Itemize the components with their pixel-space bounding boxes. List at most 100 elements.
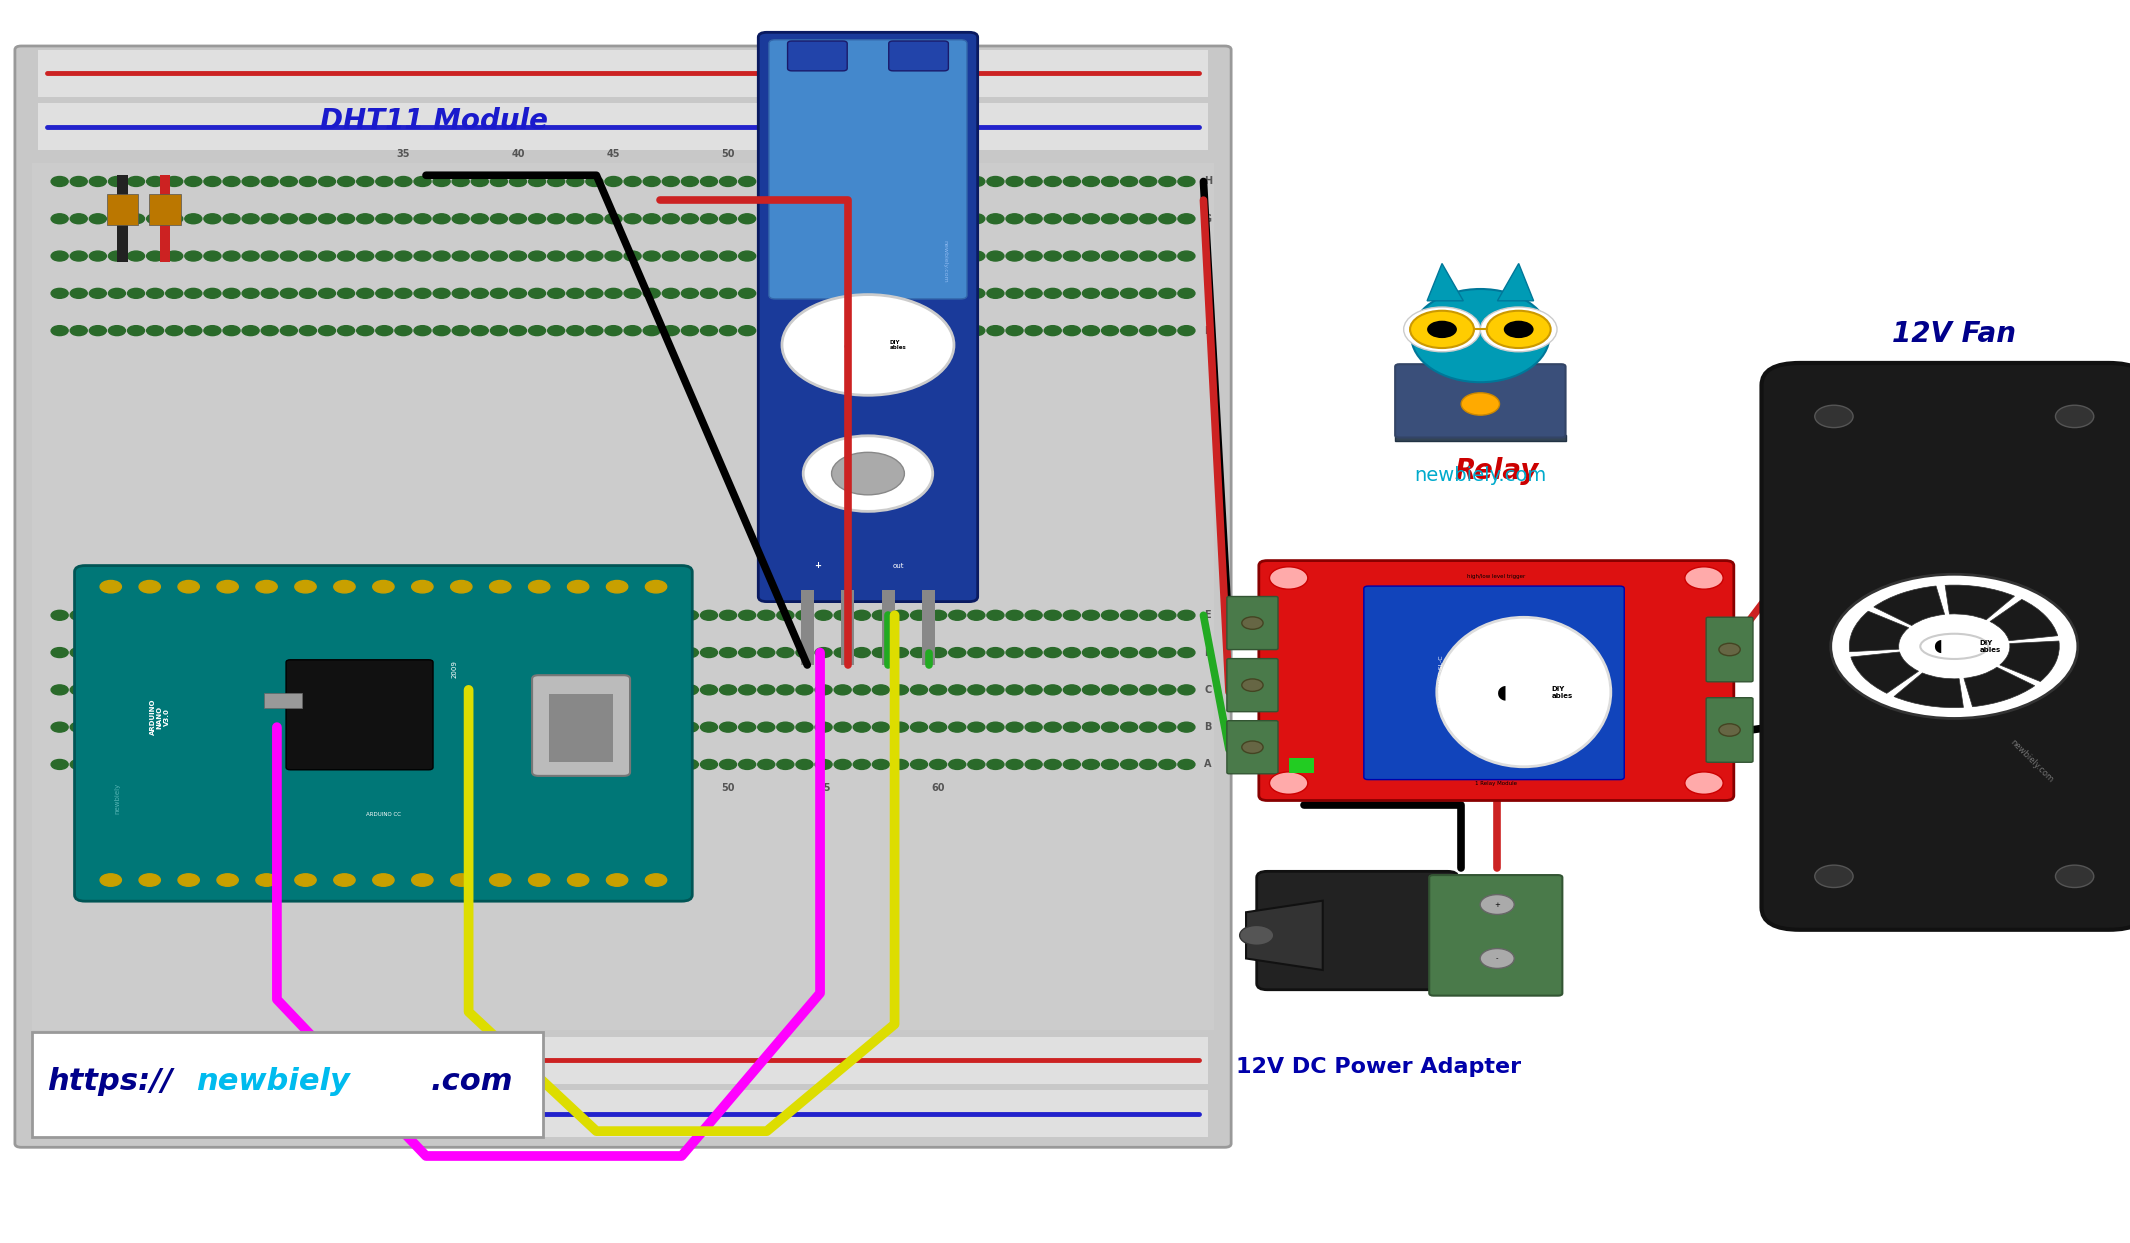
Circle shape bbox=[701, 288, 718, 298]
Circle shape bbox=[51, 610, 68, 620]
Circle shape bbox=[873, 685, 890, 695]
Circle shape bbox=[166, 685, 183, 695]
FancyBboxPatch shape bbox=[758, 32, 978, 602]
Bar bbox=[38, 50, 1208, 97]
Circle shape bbox=[1101, 722, 1118, 732]
Circle shape bbox=[758, 610, 775, 620]
Circle shape bbox=[1140, 214, 1157, 224]
Circle shape bbox=[701, 759, 718, 769]
Circle shape bbox=[1005, 214, 1022, 224]
Circle shape bbox=[185, 722, 202, 732]
Circle shape bbox=[758, 251, 775, 261]
Text: A: A bbox=[1203, 759, 1212, 769]
Circle shape bbox=[490, 214, 507, 224]
Circle shape bbox=[394, 288, 411, 298]
Circle shape bbox=[337, 722, 354, 732]
Circle shape bbox=[1159, 214, 1176, 224]
Circle shape bbox=[1159, 177, 1176, 186]
FancyBboxPatch shape bbox=[532, 675, 630, 776]
Circle shape bbox=[1480, 307, 1557, 352]
Text: -: - bbox=[1495, 956, 1497, 962]
Circle shape bbox=[528, 610, 545, 620]
Circle shape bbox=[1120, 648, 1137, 658]
Circle shape bbox=[300, 326, 317, 336]
Circle shape bbox=[262, 251, 279, 261]
Circle shape bbox=[1178, 177, 1195, 186]
Circle shape bbox=[547, 648, 564, 658]
Text: ARDUINO CC: ARDUINO CC bbox=[366, 812, 400, 817]
Circle shape bbox=[300, 288, 317, 298]
Circle shape bbox=[1480, 948, 1514, 968]
Circle shape bbox=[100, 580, 121, 593]
Circle shape bbox=[948, 610, 965, 620]
Circle shape bbox=[892, 251, 910, 261]
Circle shape bbox=[375, 759, 392, 769]
Circle shape bbox=[1044, 214, 1061, 224]
Circle shape bbox=[147, 177, 164, 186]
Circle shape bbox=[281, 759, 298, 769]
Circle shape bbox=[777, 288, 794, 298]
Circle shape bbox=[1101, 214, 1118, 224]
Circle shape bbox=[320, 251, 337, 261]
Circle shape bbox=[682, 685, 699, 695]
Circle shape bbox=[720, 722, 737, 732]
Text: +: + bbox=[814, 561, 820, 571]
Circle shape bbox=[816, 214, 833, 224]
Circle shape bbox=[1005, 610, 1022, 620]
Circle shape bbox=[929, 326, 946, 336]
Circle shape bbox=[147, 610, 164, 620]
Circle shape bbox=[109, 610, 126, 620]
Circle shape bbox=[662, 610, 679, 620]
Circle shape bbox=[256, 874, 277, 886]
Circle shape bbox=[662, 759, 679, 769]
Circle shape bbox=[1063, 214, 1080, 224]
FancyBboxPatch shape bbox=[1762, 363, 2130, 930]
Ellipse shape bbox=[1438, 618, 1610, 767]
Circle shape bbox=[471, 251, 488, 261]
Circle shape bbox=[624, 288, 641, 298]
Circle shape bbox=[432, 759, 449, 769]
Circle shape bbox=[432, 685, 449, 695]
Text: 55: 55 bbox=[816, 783, 831, 793]
Circle shape bbox=[243, 648, 260, 658]
Circle shape bbox=[929, 722, 946, 732]
Circle shape bbox=[224, 214, 241, 224]
Circle shape bbox=[1120, 722, 1137, 732]
Circle shape bbox=[490, 648, 507, 658]
Circle shape bbox=[910, 251, 927, 261]
Circle shape bbox=[682, 648, 699, 658]
Circle shape bbox=[528, 685, 545, 695]
Circle shape bbox=[701, 685, 718, 695]
Circle shape bbox=[739, 177, 756, 186]
Text: 50: 50 bbox=[722, 149, 735, 159]
Circle shape bbox=[166, 759, 183, 769]
Circle shape bbox=[109, 177, 126, 186]
Circle shape bbox=[204, 326, 222, 336]
Circle shape bbox=[831, 452, 905, 495]
Circle shape bbox=[720, 214, 737, 224]
Circle shape bbox=[910, 685, 927, 695]
Circle shape bbox=[948, 759, 965, 769]
Circle shape bbox=[166, 610, 183, 620]
Circle shape bbox=[356, 759, 373, 769]
Circle shape bbox=[1101, 251, 1118, 261]
Circle shape bbox=[204, 214, 222, 224]
Circle shape bbox=[375, 722, 392, 732]
Circle shape bbox=[1120, 288, 1137, 298]
Text: 2009: 2009 bbox=[452, 660, 458, 677]
Circle shape bbox=[1140, 610, 1157, 620]
Circle shape bbox=[243, 610, 260, 620]
Circle shape bbox=[816, 648, 833, 658]
Circle shape bbox=[337, 759, 354, 769]
Circle shape bbox=[682, 214, 699, 224]
Circle shape bbox=[720, 251, 737, 261]
Circle shape bbox=[1269, 772, 1308, 794]
Circle shape bbox=[835, 610, 852, 620]
Circle shape bbox=[854, 685, 871, 695]
Wedge shape bbox=[1849, 612, 1908, 651]
Circle shape bbox=[128, 214, 145, 224]
Circle shape bbox=[528, 326, 545, 336]
Circle shape bbox=[147, 288, 164, 298]
Circle shape bbox=[51, 251, 68, 261]
Circle shape bbox=[109, 759, 126, 769]
